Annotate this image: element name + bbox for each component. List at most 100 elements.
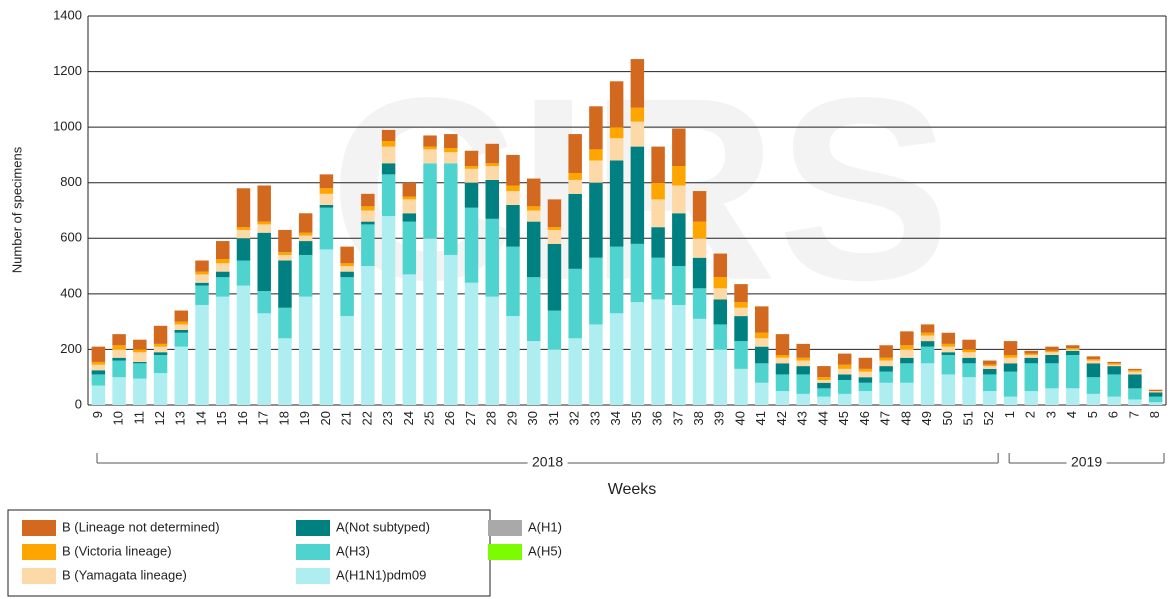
bar-segment: [236, 188, 251, 228]
bar-segment: [589, 106, 603, 150]
bar-segment: [1086, 356, 1101, 360]
x-tick-label: 4: [1064, 411, 1079, 418]
bar-segment: [547, 229, 562, 244]
bar-segment: [837, 393, 852, 405]
bar-segment: [1045, 352, 1059, 355]
bar-segment: [278, 254, 292, 261]
bar-segment: [672, 128, 686, 167]
bar-segment: [112, 360, 126, 378]
bar-segment: [1065, 348, 1080, 350]
legend-swatch: [22, 544, 56, 560]
bar-segment: [962, 377, 976, 405]
bar-segment: [381, 146, 396, 164]
bar-segment: [278, 260, 292, 308]
bar-segment: [755, 382, 769, 405]
bar-segment: [755, 363, 769, 383]
bar-segment: [236, 227, 251, 230]
bar-segment: [298, 254, 313, 297]
bar-segment: [216, 271, 230, 278]
bar-segment: [153, 325, 168, 344]
bar-segment: [1107, 366, 1121, 375]
bar-segment: [858, 382, 873, 392]
bar-segment: [983, 364, 997, 367]
bar-segment: [651, 146, 665, 183]
bar-segment: [879, 357, 893, 361]
bar-segment: [775, 334, 790, 355]
x-tick-label: 51: [960, 411, 975, 425]
x-tick-label: 47: [878, 411, 893, 425]
bar-segment: [796, 360, 810, 367]
bar-segment: [1003, 396, 1018, 405]
bar-segment: [713, 288, 728, 300]
bar-segment: [568, 134, 582, 173]
bar-segment: [630, 243, 645, 303]
bar-segment: [1107, 363, 1121, 365]
bar-segment: [817, 377, 831, 380]
bar-segment: [589, 149, 603, 161]
bar-segment: [817, 382, 831, 389]
bar-segment: [734, 316, 748, 342]
x-tick-label: 37: [670, 411, 685, 425]
bar-segment: [444, 152, 458, 164]
legend-label: A(H5): [528, 543, 562, 558]
bar-segment: [1045, 350, 1059, 353]
bar-segment: [879, 382, 893, 405]
bar-segment: [133, 361, 147, 364]
bar-segment: [153, 352, 168, 355]
bar-segment: [713, 349, 728, 405]
bar-segment: [1024, 350, 1038, 354]
bar-segment: [216, 259, 230, 264]
bar-segment: [340, 246, 354, 264]
bar-segment: [423, 149, 437, 164]
bar-segment: [257, 221, 271, 225]
bar-segment: [547, 227, 562, 230]
bar-segment: [1003, 357, 1018, 364]
bar-segment: [858, 357, 873, 369]
bar-segment: [444, 147, 458, 153]
bar-segment: [1024, 391, 1038, 405]
bar-segment: [257, 185, 271, 222]
bar-segment: [879, 360, 893, 367]
x-tick-label: 25: [421, 411, 436, 425]
bar-segment: [174, 346, 189, 405]
x-tick-label: 49: [919, 411, 934, 425]
x-tick-label: 41: [753, 411, 768, 425]
bar-segment: [153, 346, 168, 353]
bar-segment: [692, 238, 707, 258]
bar-segment: [609, 138, 624, 161]
bar-segment: [1128, 368, 1142, 371]
bar-segment: [361, 206, 375, 211]
x-tick-label: 36: [650, 411, 665, 425]
bar-segment: [609, 313, 624, 405]
bar-segment: [609, 81, 624, 128]
bar-segment: [962, 339, 976, 350]
bar-segment: [381, 141, 396, 147]
bar-segment: [672, 185, 686, 214]
x-tick-label: 2: [1023, 411, 1038, 418]
bar-segment: [609, 127, 624, 139]
legend-label: A(H1N1)pdm09: [336, 567, 426, 582]
x-tick-label: 42: [774, 411, 789, 425]
bar-segment: [920, 335, 935, 342]
x-axis-title: Weeks: [608, 481, 657, 498]
bar-segment: [485, 179, 499, 219]
x-tick-label: 35: [629, 411, 644, 425]
bar-segment: [174, 329, 189, 333]
bar-segment: [837, 364, 852, 369]
bar-segment: [796, 374, 810, 394]
bar-segment: [133, 378, 147, 405]
bar-segment: [983, 368, 997, 375]
bar-segment: [775, 391, 790, 405]
bar-segment: [195, 271, 209, 275]
bar-segment: [651, 227, 665, 258]
x-tick-label: 29: [504, 411, 519, 425]
bar-segment: [568, 193, 582, 269]
bar-segment: [1086, 377, 1101, 394]
bar-segment: [589, 160, 603, 183]
bar-segment: [1024, 353, 1038, 355]
bar-segment: [672, 213, 686, 267]
legend-label: B (Lineage not determined): [62, 519, 220, 534]
bar-segment: [837, 368, 852, 375]
